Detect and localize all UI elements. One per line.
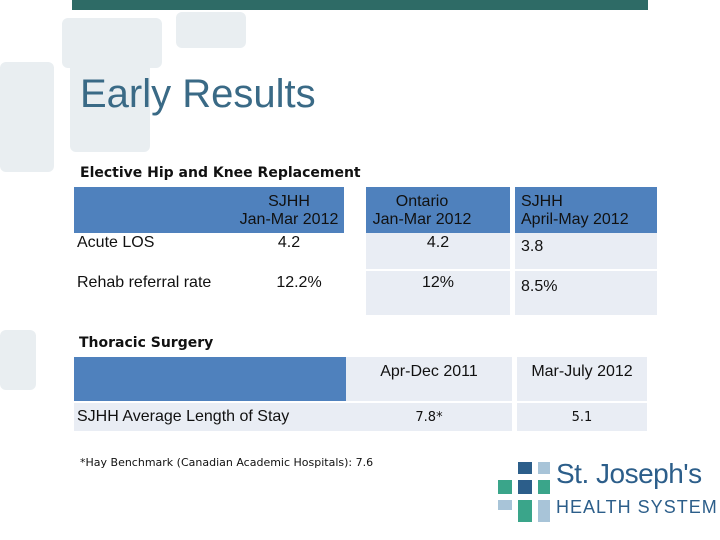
table1-row-bg (366, 271, 510, 315)
table2-row-label: SJHH Average Length of Stay (77, 408, 290, 425)
table1-header-cell: SJHH April-May 2012 (515, 187, 657, 233)
table1-cell: 4.2 (426, 234, 450, 251)
background-square (62, 18, 162, 68)
table1-cell: 8.5% (521, 278, 558, 295)
logo-subtitle: HEALTH SYSTEM (556, 497, 718, 517)
table1-row-bg (366, 233, 510, 269)
table1-cell: 12.2% (276, 274, 322, 291)
table2-row-bg (74, 403, 346, 431)
table2-cell: 5.1 (571, 410, 593, 425)
table2-header-blank (74, 357, 346, 401)
background-square (0, 62, 54, 172)
table1-row-bg (515, 271, 657, 315)
table1-header-label: Ontario Jan-Mar 2012 (372, 193, 472, 228)
table1-header-label: SJHH April-May 2012 (521, 193, 629, 228)
background-square (0, 330, 36, 390)
table2-header-label: Apr-Dec 2011 (380, 363, 478, 380)
table2-header-cell: Mar-July 2012 (517, 357, 647, 401)
section-heading-thoracic: Thoracic Surgery (79, 335, 214, 351)
background-square (70, 62, 150, 152)
st-josephs-logo-icon (498, 462, 550, 522)
table2-header-label: Mar-July 2012 (531, 363, 633, 380)
table1-header-cell: SJHH Jan-Mar 2012 (234, 187, 344, 233)
top-accent-bar (72, 0, 648, 10)
table1-header-cell: Ontario Jan-Mar 2012 (366, 187, 510, 233)
table2-row-bg (517, 403, 647, 431)
background-square (176, 12, 246, 48)
section-heading-hip-knee: Elective Hip and Knee Replacement (80, 165, 361, 181)
table2-cell: 7.8* (415, 410, 443, 425)
logo-name: St. Joseph's (556, 458, 702, 489)
table1-row-bg (515, 233, 657, 269)
table1-header-blank (74, 187, 234, 233)
table1-row-label: Rehab referral rate (77, 274, 212, 291)
table1-cell: 4.2 (277, 234, 301, 251)
table1-cell: 12% (421, 274, 455, 291)
table2-header-cell: Apr-Dec 2011 (346, 357, 512, 401)
table1-header-label: SJHH Jan-Mar 2012 (239, 193, 339, 228)
table1-row-label: Acute LOS (77, 234, 155, 251)
slide-title: Early Results (80, 72, 316, 116)
table2-row-bg (346, 403, 512, 431)
table1-cell: 3.8 (521, 238, 544, 255)
footnote: *Hay Benchmark (Canadian Academic Hospit… (80, 456, 374, 469)
